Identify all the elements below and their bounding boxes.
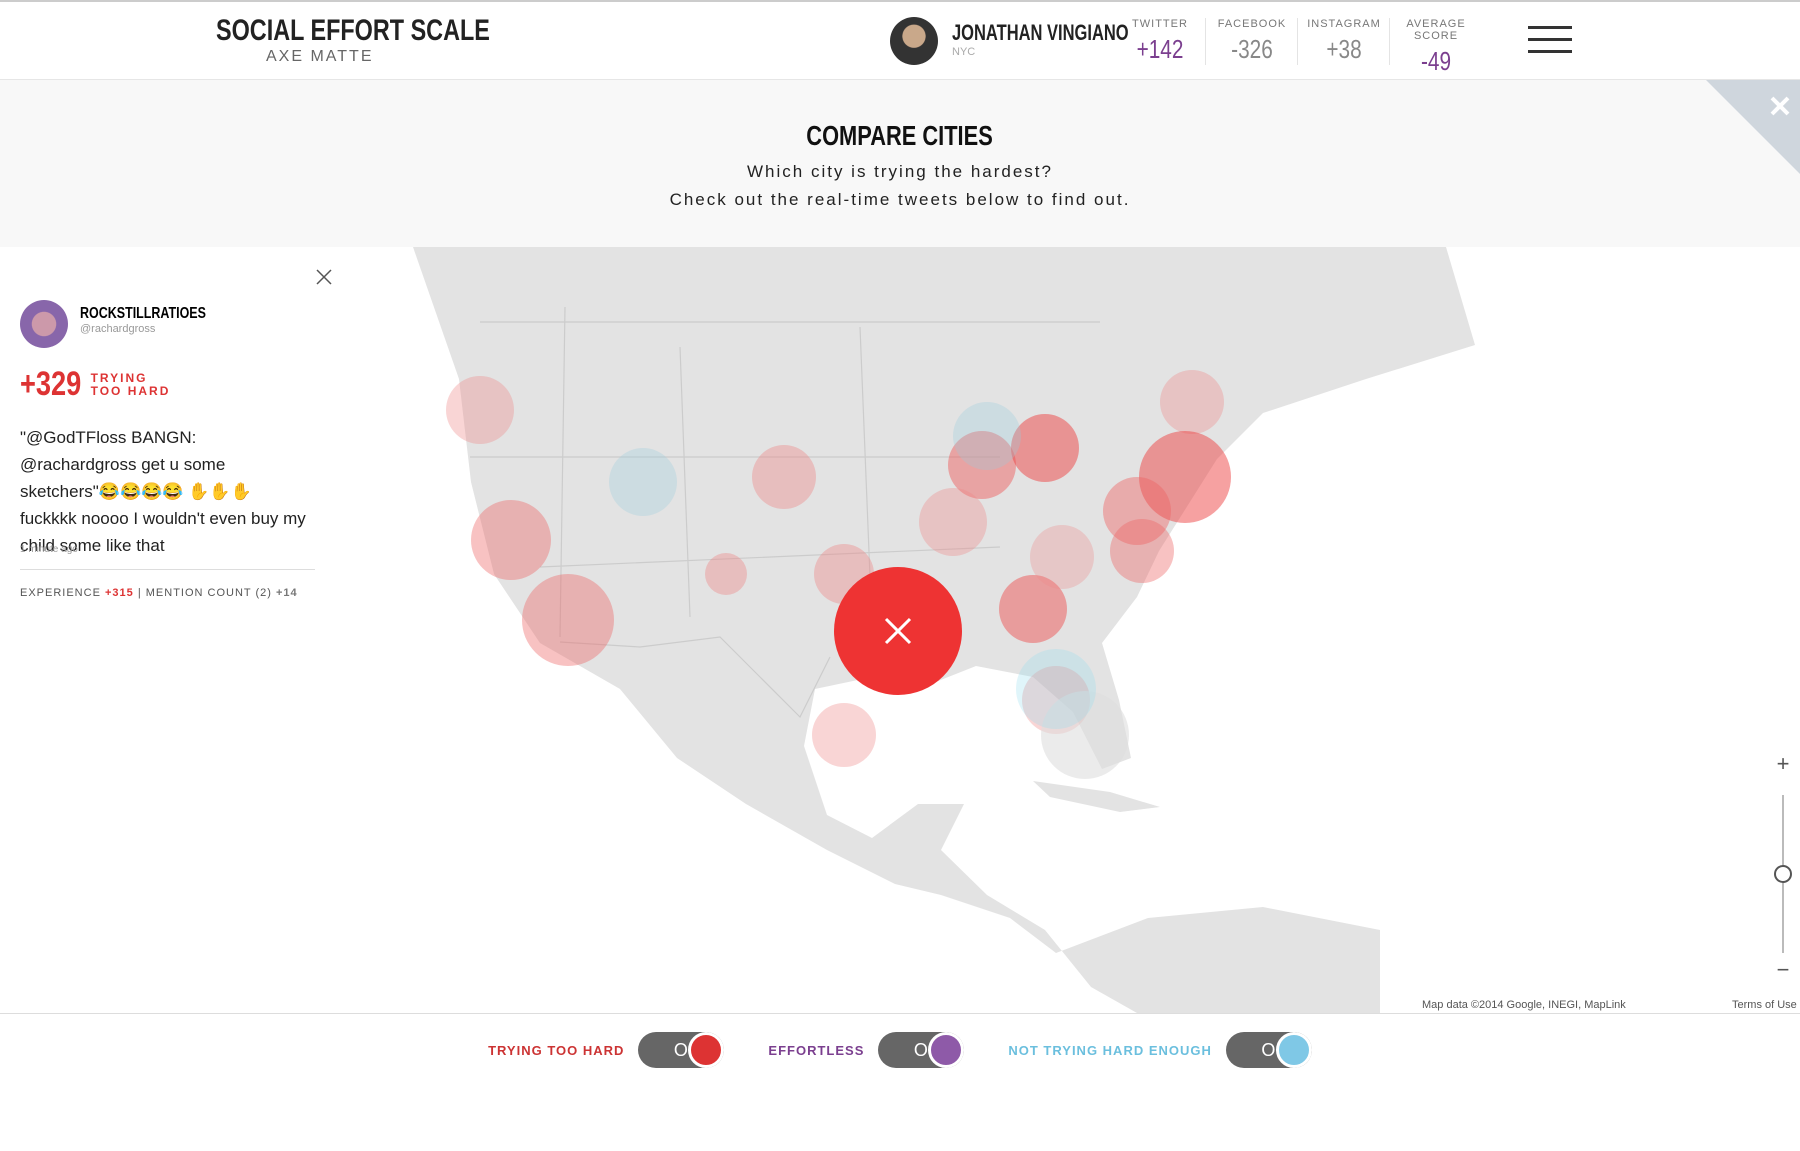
zoom-in[interactable]: + <box>1777 751 1790 776</box>
close-tweet[interactable] <box>316 269 332 285</box>
avatar[interactable] <box>890 17 938 65</box>
tweet-name: ROCKSTILLRATIOES <box>80 305 206 322</box>
mention-label: MENTION COUNT (2) <box>145 587 272 599</box>
stat-label: FACEBOOK <box>1217 18 1287 30</box>
legend-toggle[interactable]: EFFORTLESS ON <box>768 1032 965 1068</box>
stat-label: INSTAGRAM <box>1307 18 1381 30</box>
attribution: Map data ©2014 Google, INEGI, MapLink <box>1422 999 1626 1011</box>
legend-bar: TRYING TOO HARDONEFFORTLESSONNOT TRYING … <box>0 1013 1800 1151</box>
tweet-time: 1 minute ago <box>20 544 78 555</box>
toggle-switch[interactable]: ON <box>1225 1032 1312 1068</box>
terms-link[interactable]: Terms of Use <box>1732 999 1797 1011</box>
tweet-score-label: TRYING TOO HARD <box>90 370 171 398</box>
legend-toggle[interactable]: TRYING TOO HARD ON <box>488 1032 725 1068</box>
stat: FACEBOOK -326 <box>1207 18 1298 65</box>
city-markers <box>446 370 1231 779</box>
toggle-switch[interactable]: ON <box>638 1032 725 1068</box>
map: + − Map data ©2014 Google, INEGI, MapLin… <box>0 247 1800 1013</box>
stat-value: -326 <box>1231 34 1273 64</box>
compare-line: Which city is trying the hardest? <box>747 162 1053 181</box>
zoom-control[interactable]: + − <box>1774 751 1792 982</box>
tweet-score: +329 <box>20 365 82 403</box>
zoom-handle[interactable] <box>1774 865 1792 883</box>
close-panel[interactable] <box>1706 80 1800 174</box>
compare-line: Check out the real-time tweets below to … <box>669 190 1131 209</box>
stat-value: +142 <box>1136 34 1184 64</box>
separator: | <box>137 587 142 599</box>
legend-toggle[interactable]: NOT TRYING HARD ENOUGH ON <box>1008 1032 1312 1068</box>
brand-sub: AXE MATTE <box>266 48 374 65</box>
mention-value: +14 <box>276 587 298 599</box>
legend-label: EFFORTLESS <box>768 1042 865 1058</box>
toggle-switch[interactable]: ON <box>878 1032 965 1068</box>
tweet-handle: @rachardgross <box>80 323 156 335</box>
legend-label: NOT TRYING HARD ENOUGH <box>1008 1042 1212 1058</box>
legend-label: TRYING TOO HARD <box>488 1042 625 1058</box>
zoom-out[interactable]: − <box>1777 957 1790 982</box>
user-location: NYC <box>952 46 976 58</box>
toggle-knob <box>928 1032 965 1068</box>
user-name: JONATHAN VINGIANO <box>952 20 1129 45</box>
brand[interactable]: SOCIAL EFFORT SCALE AXE MATTE <box>216 14 567 66</box>
header: SOCIAL EFFORT SCALE AXE MATTE JONATHAN V… <box>0 0 1800 80</box>
brand-title: SOCIAL EFFORT SCALE <box>216 14 490 47</box>
stat-value: -49 <box>1420 46 1452 76</box>
toggle-knob <box>688 1032 725 1068</box>
borders <box>470 306 1100 719</box>
toggle-knob <box>1275 1032 1312 1068</box>
compare-panel: COMPARE CITIES Which city is trying the … <box>0 80 1800 248</box>
stat: INSTAGRAM +38 <box>1299 18 1390 65</box>
menu-button[interactable] <box>1528 26 1572 53</box>
stat: TWITTER +142 <box>1115 18 1206 65</box>
stat: AVERAGE SCORE -49 <box>1391 18 1481 77</box>
stat-value: +38 <box>1326 34 1362 64</box>
stat-label: AVERAGE SCORE <box>1406 18 1466 42</box>
experience-label: EXPERIENCE <box>20 587 101 599</box>
stat-label: TWITTER <box>1132 18 1188 30</box>
tweet-text: "@GodTFloss BANGN: @rachardgross get u s… <box>20 428 306 555</box>
land <box>1033 781 1160 812</box>
experience-value: +315 <box>104 587 134 599</box>
tweet-avatar <box>20 300 68 348</box>
compare-title: COMPARE CITIES <box>806 120 994 151</box>
